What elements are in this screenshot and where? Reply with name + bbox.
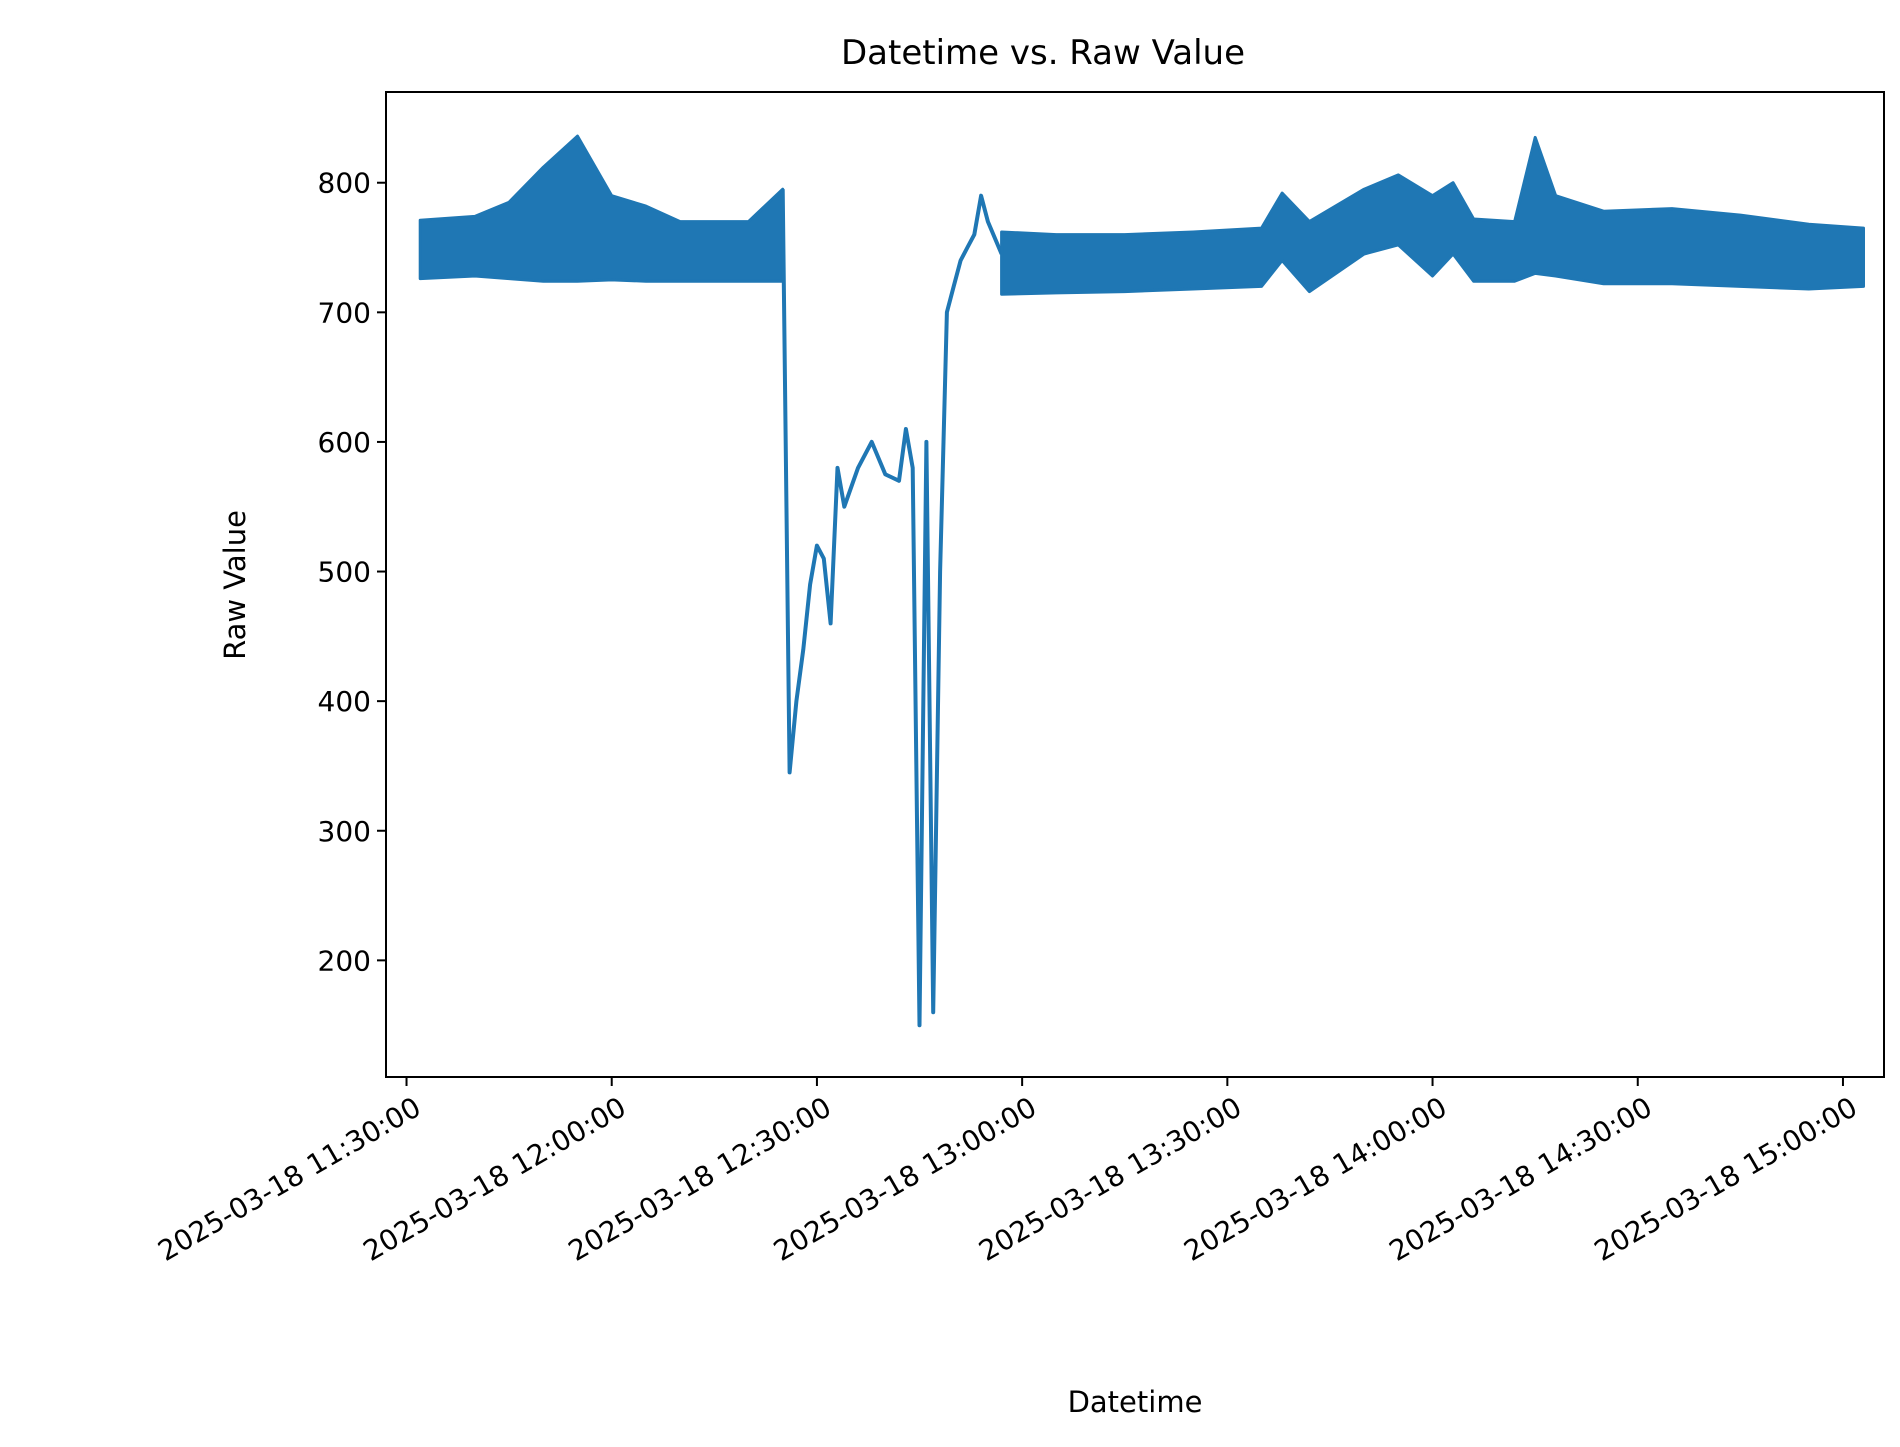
x-axis-label: Datetime — [1068, 1385, 1203, 1419]
y-tick-label: 800 — [318, 167, 371, 200]
chart-title: Datetime vs. Raw Value — [841, 33, 1245, 73]
plot-frame — [385, 91, 1885, 1078]
y-tick-label: 600 — [318, 426, 371, 459]
series-line-segment-2 — [780, 189, 1004, 1028]
series-line-band-3 — [1000, 135, 1865, 296]
y-tick-label: 500 — [318, 556, 371, 589]
y-tick-label: 700 — [318, 296, 371, 329]
y-axis: 200 300 400 500 600 700 800 — [318, 167, 386, 977]
y-tick-label: 400 — [318, 685, 371, 718]
y-tick-label: 300 — [318, 815, 371, 848]
plot-area — [418, 134, 1865, 1028]
y-axis-label: Raw Value — [218, 510, 252, 660]
series-line-band-1 — [418, 134, 785, 283]
y-tick-label: 200 — [318, 944, 371, 977]
